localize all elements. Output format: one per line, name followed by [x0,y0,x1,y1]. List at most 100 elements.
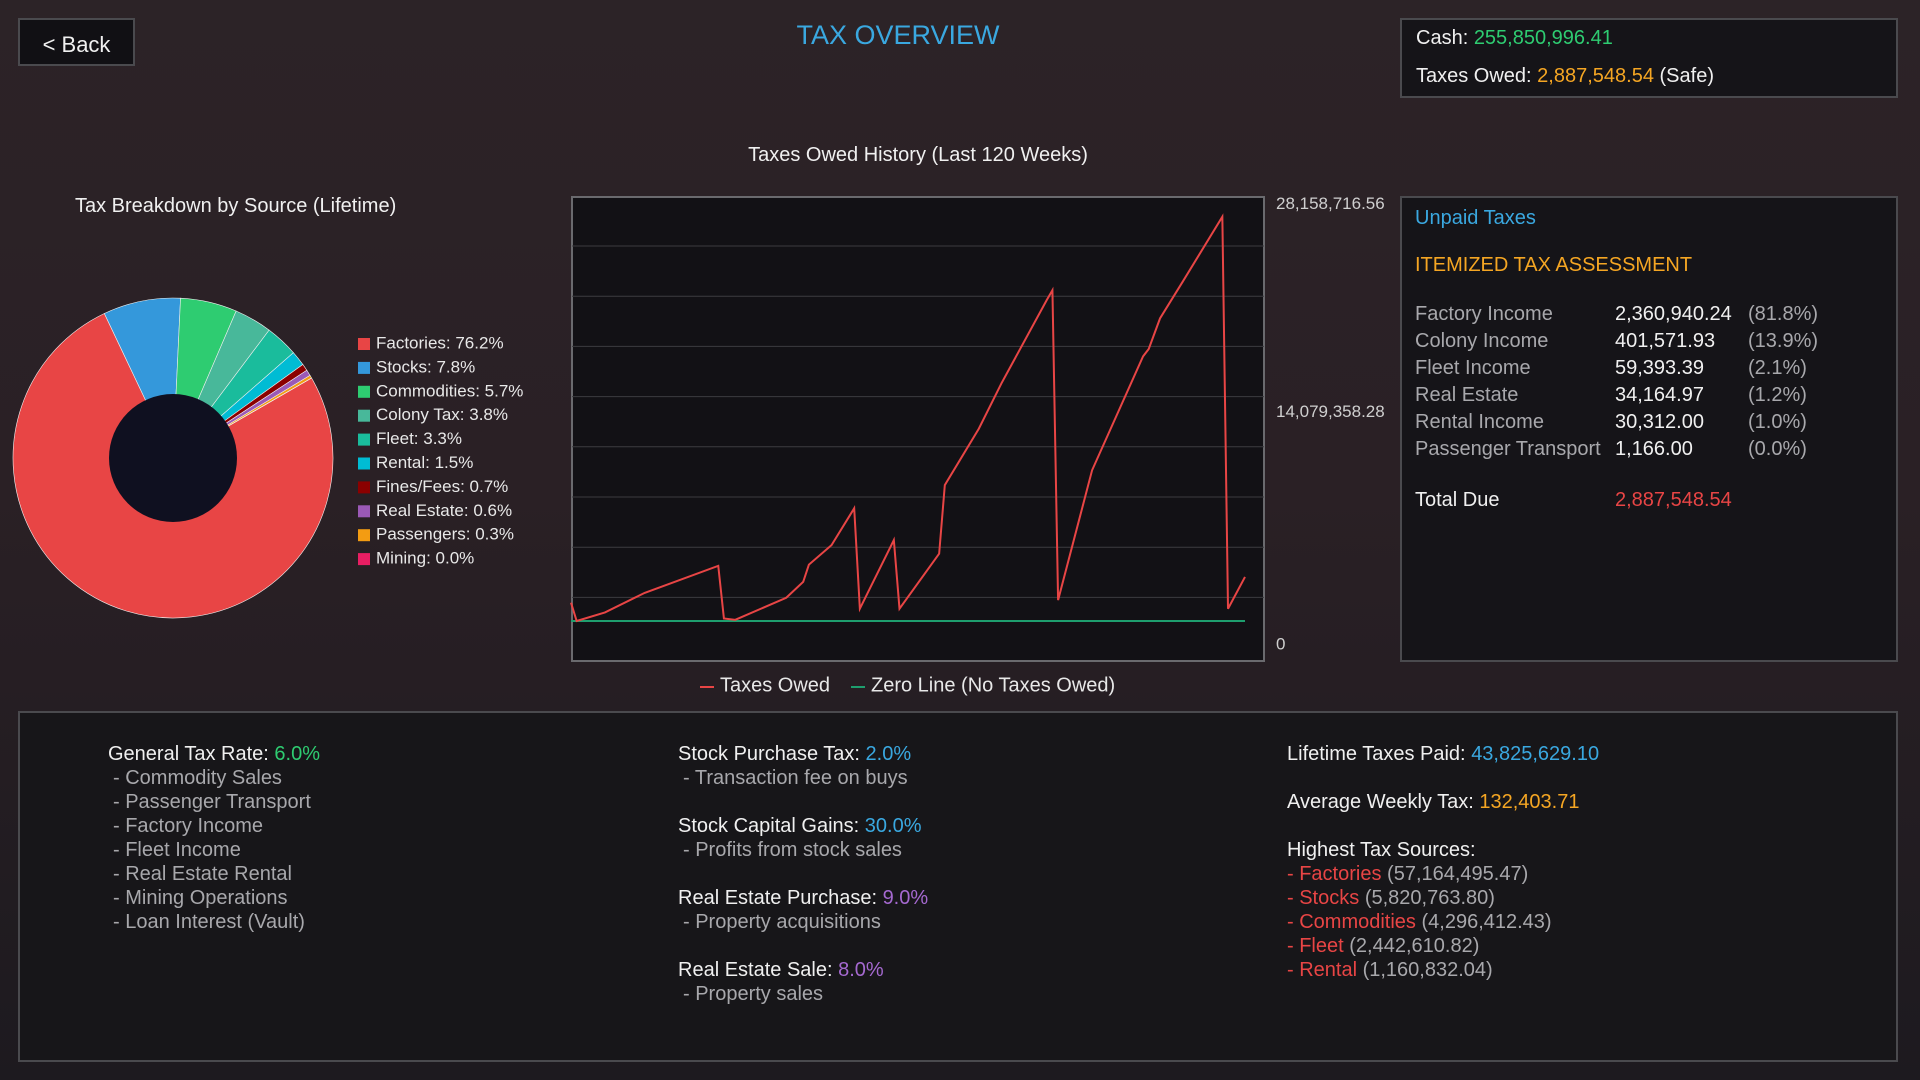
rate-label: Real Estate Purchase: [678,887,877,909]
legend-label: Mining: 0.0% [376,549,474,568]
legend-label: Fleet: 3.3% [376,429,462,448]
rate-value: 9.0% [882,887,929,909]
row-share: (0.0%) [1748,438,1807,460]
y-tick-label: 14,079,358.28 [1276,402,1385,421]
rate-value: 6.0% [274,743,320,765]
assessment-panel: Unpaid Taxes ITEMIZED TAX ASSESSMENT Fac… [1400,196,1898,662]
average-label: Average Weekly Tax: [1287,791,1474,813]
assessment-heading: Unpaid Taxes [1415,207,1536,229]
source-line: - Factories (57,164,495.47) [1287,863,1599,887]
rate-item: - Mining Operations [113,887,288,909]
page-title: TAX OVERVIEW [796,20,1000,50]
rate-line: Stock Purchase Tax: 2.0% [678,743,928,767]
rate-item: - Fleet Income [113,839,241,861]
legend-swatch [358,481,370,494]
rate-line: Real Estate Sale: 8.0% [678,959,928,983]
source-line: - Commodities (4,296,412.43) [1287,911,1599,935]
total-label: Total Due [1415,489,1500,511]
cash-line: Cash: 255,850,996.41 [1416,27,1613,50]
back-button[interactable]: < Back [18,18,135,66]
row-label: Factory Income [1415,303,1553,325]
source-amount: (2,442,610.82) [1349,935,1480,957]
legend-label: Zero Line (No Taxes Owed) [871,674,1115,696]
y-tick-label: 0 [1276,634,1285,653]
rate-item: - Real Estate Rental [113,863,292,885]
general-column: General Tax Rate: 6.0% - Commodity Sales… [108,743,320,935]
donut-hole [109,394,237,522]
lifetime-label: Lifetime Taxes Paid: [1287,743,1466,765]
legend-swatch [358,553,370,566]
rate-value: 2.0% [865,743,912,765]
lifetime-value: 43,825,629.10 [1471,743,1600,765]
rate-value: 30.0% [864,815,922,837]
row-amount: 34,164.97 [1615,384,1704,406]
rate-value: 8.0% [838,959,884,981]
legend-swatch [358,433,370,446]
rate-item: - Loan Interest (Vault) [113,911,305,933]
rate-label: Stock Capital Gains: [678,815,860,837]
row-share: (1.2%) [1748,384,1807,406]
y-tick-label: 28,158,716.56 [1276,194,1385,213]
owed-label: Taxes Owed: [1416,65,1532,87]
rate-item: - Commodity Sales [113,767,282,789]
legend-label: Colony Tax: 3.8% [376,405,508,424]
rate-line: Stock Capital Gains: 30.0% [678,815,928,839]
rate-note: - Transaction fee on buys [683,767,908,789]
row-amount: 30,312.00 [1615,411,1704,433]
back-label[interactable]: < Back [42,32,111,57]
general-rate: General Tax Rate: 6.0% [108,743,320,767]
line-title: Taxes Owed History (Last 120 Weeks) [748,144,1088,166]
legend-label: Fines/Fees: 0.7% [376,477,508,496]
legend-label: Stocks: 7.8% [376,357,475,376]
rate-item: - Factory Income [113,815,264,837]
legend-swatch [358,409,370,422]
row-amount: 1,166.00 [1615,438,1693,460]
row-share: (81.8%) [1748,303,1819,325]
source-line: - Stocks (5,820,763.80) [1287,887,1599,911]
source-line: - Fleet (2,442,610.82) [1287,935,1599,959]
row-share: (13.9%) [1748,330,1819,352]
rate-item: - Passenger Transport [113,791,311,813]
average-line: Average Weekly Tax: 132,403.71 [1287,791,1599,815]
cash-value: 255,850,996.41 [1473,27,1613,49]
row-label: Real Estate [1415,384,1519,406]
average-value: 132,403.71 [1479,791,1580,813]
rates-panel: General Tax Rate: 6.0% - Commodity Sales… [18,711,1898,1062]
legend-swatch [358,529,370,542]
legend-label: Passengers: 0.3% [376,525,514,544]
source-name: - Stocks [1287,887,1360,909]
legend-swatch [358,457,370,470]
summary-column: Lifetime Taxes Paid: 43,825,629.10 Avera… [1287,743,1599,983]
legend-swatch [358,505,370,518]
source-amount: (5,820,763.80) [1364,887,1495,909]
rates-column: Stock Purchase Tax: 2.0% - Transaction f… [678,743,928,1031]
lifetime-line: Lifetime Taxes Paid: 43,825,629.10 [1287,743,1599,767]
source-amount: (57,164,495.47) [1387,863,1529,885]
row-amount: 59,393.39 [1615,357,1704,379]
legend-label: Factories: 76.2% [376,333,504,352]
source-amount: (4,296,412.43) [1421,911,1552,933]
pie-title: Tax Breakdown by Source (Lifetime) [75,195,397,217]
source-name: - Fleet [1287,935,1344,957]
row-label: Rental Income [1415,411,1544,433]
legend-label: Taxes Owed [720,674,830,696]
cash-label: Cash: [1416,27,1469,49]
row-label: Colony Income [1415,330,1549,352]
source-name: - Commodities [1287,911,1416,933]
legend-label: Real Estate: 0.6% [376,501,512,520]
row-share: (1.0%) [1748,411,1807,433]
rate-label: Stock Purchase Tax: [678,743,860,765]
legend-swatch [358,338,370,350]
rate-note: - Property sales [683,983,824,1005]
row-amount: 2,360,940.24 [1615,303,1732,325]
series-line [570,213,1246,623]
sources-label: Highest Tax Sources: [1287,839,1476,861]
row-label: Fleet Income [1415,357,1531,379]
row-label: Passenger Transport [1415,438,1601,460]
status-panel: Cash: 255,850,996.41 Taxes Owed: 2,887,5… [1400,18,1898,98]
rate-note: - Profits from stock sales [683,839,902,861]
source-name: - Rental [1287,959,1358,981]
source-line: - Rental (1,160,832.04) [1287,959,1599,983]
